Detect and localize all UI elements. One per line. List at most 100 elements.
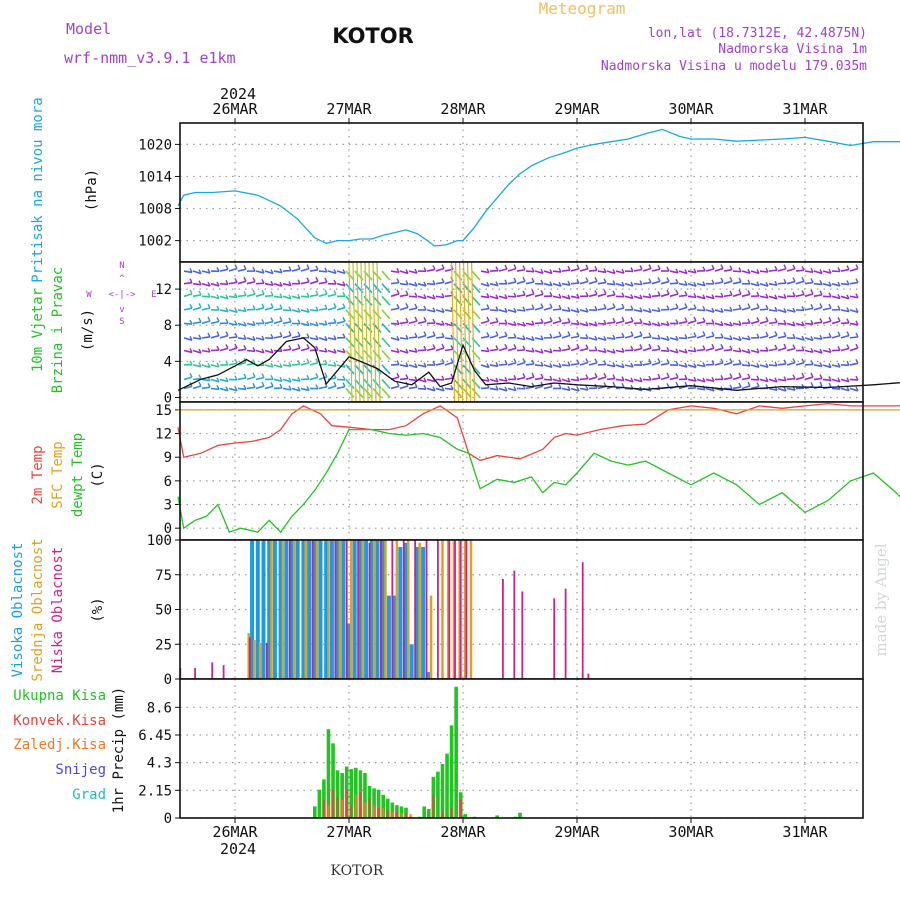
wind-barb [525,337,535,342]
frozen-bar [400,812,403,818]
wind-barb-flag [432,344,436,349]
wind-barb-flag [738,277,742,283]
wind-barb-flag [792,344,796,349]
wind-barb [597,337,607,342]
wind-barb [183,349,193,354]
wind-barb-flag [585,291,589,297]
wind-barb [381,349,391,361]
wind-barb [651,361,661,366]
footer-station: KOTOR [331,863,384,879]
wind-barb-flag [558,377,562,382]
wind-barb [498,295,508,300]
wind-barb-flag [216,345,220,351]
wind-barb [660,322,670,327]
wind-barb [795,269,805,272]
wind-barb [183,293,193,298]
wind-barb-flag [396,348,400,353]
bottom-date-label: 26MAR [212,823,258,841]
temperature-panel: 2m Temp SFC Temp dewpt Temp (C) 0 3 6 9 12 15 [30,401,900,541]
wind-barb-flag [504,386,508,392]
wind-barb [309,294,319,298]
wind-barb-flag [594,321,598,327]
wind-barb [642,281,652,285]
wind-barb-flag [810,382,814,387]
high-bar [278,540,283,679]
precip-legend-snow: Snijeg [55,762,106,778]
wind-barb [444,337,454,340]
wind-barb [201,307,211,311]
wind-barb [687,307,697,311]
wind-barb-flag [810,372,814,378]
wind-barb-flag [765,267,769,273]
wind-barb [201,295,211,298]
frozen-bar [341,799,344,818]
wind-barb-flag [693,281,697,287]
wind-barb [525,349,535,353]
wind-barb-flag [765,346,769,352]
wind-barb-flag [810,267,814,273]
wind-barb [507,309,517,313]
wind-barb-flag [576,319,580,325]
wind-barb [741,364,751,367]
wind-barb [561,282,571,286]
wind-barb [696,378,706,383]
wind-barb [831,364,841,368]
wind-barb-flag [288,377,292,383]
wind-barb [435,281,445,285]
wind-barb [552,270,562,273]
y-tick-label: 25 [155,637,172,653]
wind-barb [759,335,769,339]
wind-barb-flag [306,277,310,283]
wind-barb [345,387,355,398]
wind-barb [282,348,292,352]
panel-frame [179,678,864,819]
wind-barb-flag [504,294,508,299]
wind-barb-flag [729,290,733,296]
low-bar [425,540,428,679]
wind-barb [318,376,328,381]
wind-barb-flag [576,308,580,313]
y-tick-label: 0 [164,521,172,537]
wind-barb-flag [297,279,301,285]
wind-barb-flag [252,305,256,310]
wind-barb-flag [819,290,823,296]
wind-barb [381,387,391,398]
wind-barb-flag [567,331,571,336]
wind-barb [273,320,283,325]
wind-barb-flag [684,317,688,323]
wind-barb [480,270,490,274]
wind-barb [642,378,652,381]
low-bar [465,540,468,679]
wind-barb-flag [702,294,706,300]
pressure-panel: Pritisak na nivou mora (hPa) 1002 1008 101… [30,97,900,283]
wind-barb [282,295,292,300]
frozen-bar [409,814,412,818]
wind-barb [615,270,625,274]
wind-barb [561,295,571,300]
wind-barb-flag [630,294,634,299]
wind-barb [336,385,346,390]
wind-barb [525,308,535,311]
wind-barb [723,376,733,381]
wind-barb [264,282,274,287]
wind-barb [831,378,841,383]
wind-barb [408,320,418,325]
wind-barb [228,336,238,339]
wind-barb [732,281,742,285]
wind-barb-flag [783,343,787,349]
wind-barb-flag [657,373,661,379]
wind-barb [723,322,733,327]
wind-barb [498,309,508,313]
wind-barb [228,267,238,272]
wind-barb [291,335,301,339]
wind-barb-flag [657,276,661,282]
mid-bar [247,633,250,679]
wind-barb [246,386,256,390]
wind-barb-flag [567,377,571,383]
low-bar [345,540,348,679]
wind-barb-flag [783,359,787,365]
wind-barb [345,270,355,281]
wind-barb-flag [414,347,418,353]
wind-barb [507,387,517,392]
top-time-axis: 26MAR 27MAR 28MAR 29MAR 30MAR 31MAR [212,100,829,123]
